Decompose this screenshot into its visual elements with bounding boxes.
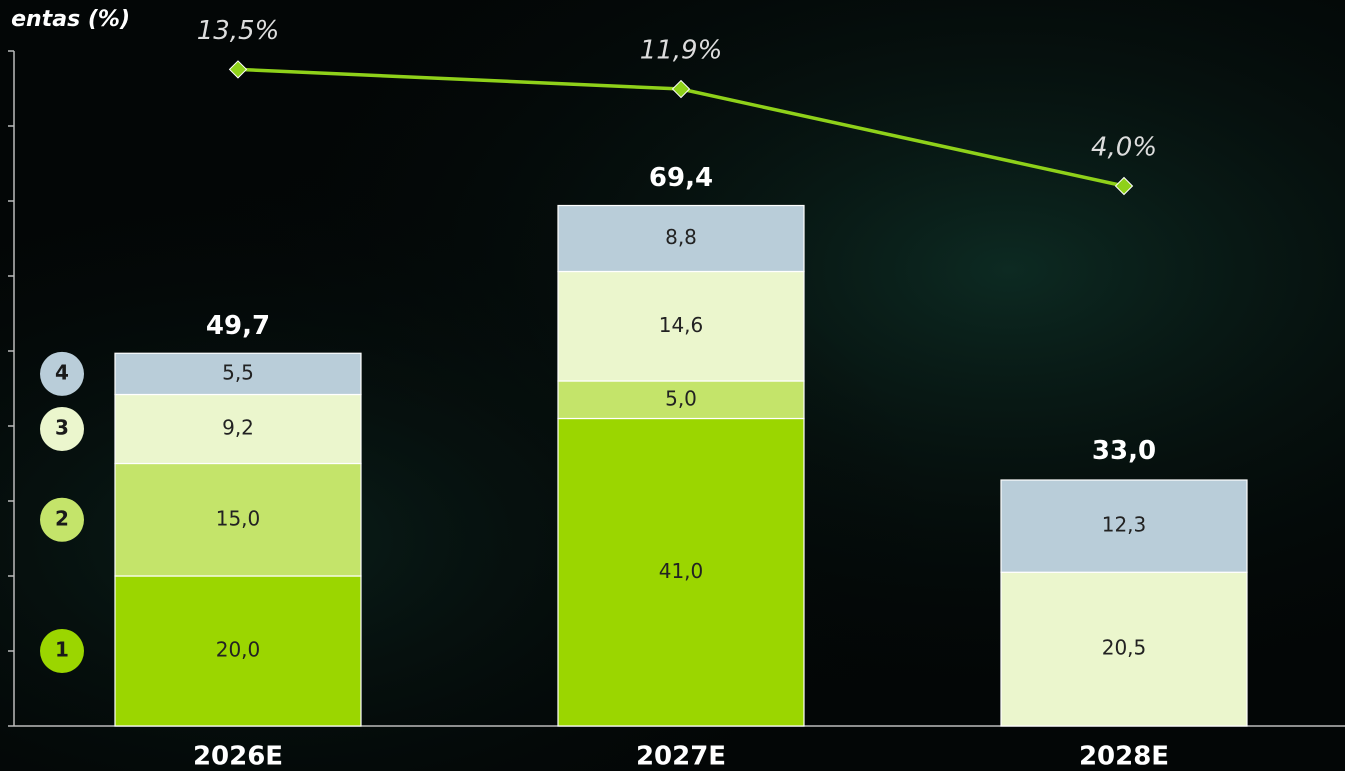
line-marker bbox=[228, 60, 248, 79]
data-label: 15,0 bbox=[216, 506, 261, 530]
data-label: 41,0 bbox=[659, 559, 704, 583]
bar-segment bbox=[557, 380, 805, 420]
y-axis-label: entas (%) bbox=[11, 7, 130, 32]
bar-segment bbox=[1000, 479, 1248, 573]
line-label: 11,9% bbox=[640, 36, 723, 66]
data-label: 9,2 bbox=[222, 416, 254, 440]
legend-label: 2 bbox=[55, 506, 69, 530]
line-label: 13,5% bbox=[197, 16, 280, 46]
data-label: 5,5 bbox=[222, 360, 254, 384]
data-label: 5,0 bbox=[665, 386, 697, 410]
data-label: 14,6 bbox=[659, 313, 704, 337]
bar-segment bbox=[114, 352, 362, 396]
legend-marker bbox=[40, 407, 84, 451]
line-marker bbox=[671, 79, 691, 99]
data-label: 20,5 bbox=[1102, 636, 1147, 660]
x-tick-label: 2026E bbox=[193, 742, 283, 771]
data-label: 8,8 bbox=[665, 225, 697, 249]
legend-label: 3 bbox=[55, 416, 69, 440]
x-tick-label: 2027E bbox=[636, 742, 726, 771]
bar-segment bbox=[114, 575, 362, 727]
bar-segment bbox=[1000, 571, 1248, 727]
legend-label: 4 bbox=[55, 360, 69, 384]
line-label: 4,0% bbox=[1091, 133, 1157, 163]
bar-segment bbox=[114, 393, 362, 465]
data-label: 12,3 bbox=[1102, 513, 1147, 537]
legend-marker bbox=[40, 497, 84, 542]
bar-segment bbox=[557, 270, 805, 382]
x-tick-label: 2028E bbox=[1079, 742, 1169, 771]
legend-marker bbox=[40, 629, 84, 673]
bar-segment bbox=[557, 204, 805, 273]
data-label: 20,0 bbox=[216, 638, 261, 662]
total-label: 69,4 bbox=[649, 163, 713, 193]
total-label: 49,7 bbox=[206, 311, 270, 341]
legend-label: 1 bbox=[55, 638, 69, 662]
line-marker bbox=[1114, 176, 1134, 196]
legend-marker bbox=[40, 351, 84, 396]
bar-segment bbox=[557, 417, 805, 727]
bar-segment bbox=[114, 462, 362, 577]
total-label: 33,0 bbox=[1092, 436, 1156, 466]
